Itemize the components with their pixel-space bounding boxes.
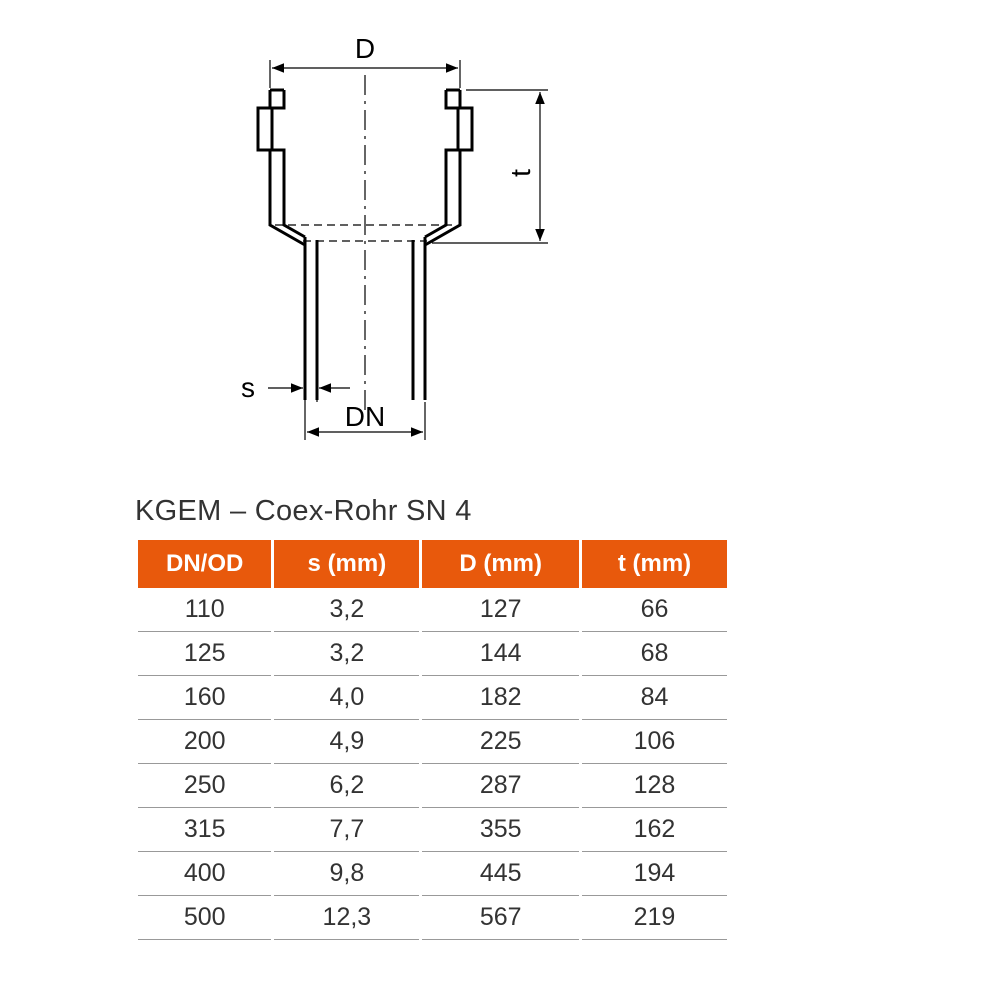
table-row: 50012,3567219 [138, 896, 727, 940]
dim-label-t: t [505, 169, 536, 177]
table-cell: 12,3 [274, 896, 419, 940]
table-header-row: DN/OD s (mm) D (mm) t (mm) [138, 540, 727, 588]
table-row: 2004,9225106 [138, 720, 727, 764]
table-cell: 567 [422, 896, 579, 940]
table-row: 4009,8445194 [138, 852, 727, 896]
table-cell: 219 [582, 896, 727, 940]
dim-label-s: s [241, 372, 255, 403]
table-cell: 3,2 [274, 588, 419, 632]
table-cell: 287 [422, 764, 579, 808]
col-header-s: s (mm) [274, 540, 419, 588]
table-cell: 315 [138, 808, 271, 852]
table-cell: 4,9 [274, 720, 419, 764]
table-cell: 400 [138, 852, 271, 896]
spec-table-area: KGEM – Coex-Rohr SN 4 DN/OD s (mm) D (mm… [135, 495, 730, 940]
table-cell: 250 [138, 764, 271, 808]
table-cell: 66 [582, 588, 727, 632]
dim-label-DN: DN [345, 401, 385, 432]
table-cell: 106 [582, 720, 727, 764]
table-cell: 144 [422, 632, 579, 676]
table-row: 1604,018284 [138, 676, 727, 720]
table-cell: 6,2 [274, 764, 419, 808]
table-cell: 9,8 [274, 852, 419, 896]
table-cell: 355 [422, 808, 579, 852]
table-cell: 127 [422, 588, 579, 632]
table-cell: 125 [138, 632, 271, 676]
table-cell: 84 [582, 676, 727, 720]
dim-label-D: D [355, 33, 375, 64]
spec-table: DN/OD s (mm) D (mm) t (mm) 1103,21276612… [135, 540, 730, 940]
table-cell: 500 [138, 896, 271, 940]
table-cell: 3,2 [274, 632, 419, 676]
pipe-diagram-svg: D t s DN [150, 30, 650, 460]
pipe-diagram: D t s DN [150, 30, 650, 460]
table-row: 1103,212766 [138, 588, 727, 632]
col-header-t: t (mm) [582, 540, 727, 588]
table-cell: 68 [582, 632, 727, 676]
table-row: 3157,7355162 [138, 808, 727, 852]
table-cell: 7,7 [274, 808, 419, 852]
table-cell: 182 [422, 676, 579, 720]
table-body: 1103,2127661253,2144681604,0182842004,92… [138, 588, 727, 940]
table-cell: 4,0 [274, 676, 419, 720]
table-cell: 110 [138, 588, 271, 632]
table-cell: 445 [422, 852, 579, 896]
table-title: KGEM – Coex-Rohr SN 4 [135, 495, 730, 528]
col-header-d: D (mm) [422, 540, 579, 588]
table-row: 1253,214468 [138, 632, 727, 676]
table-cell: 128 [582, 764, 727, 808]
col-header-dn: DN/OD [138, 540, 271, 588]
table-cell: 200 [138, 720, 271, 764]
table-row: 2506,2287128 [138, 764, 727, 808]
table-cell: 162 [582, 808, 727, 852]
table-cell: 194 [582, 852, 727, 896]
table-cell: 225 [422, 720, 579, 764]
table-cell: 160 [138, 676, 271, 720]
